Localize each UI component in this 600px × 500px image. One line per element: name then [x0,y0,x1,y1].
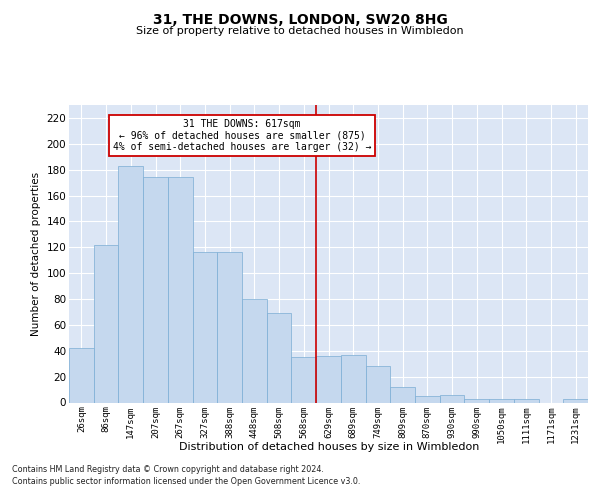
Bar [489,398,514,402]
Bar [316,356,341,403]
Y-axis label: Number of detached properties: Number of detached properties [31,172,41,336]
Bar [143,178,168,402]
Bar [365,366,390,402]
Bar [563,398,588,402]
Bar [217,252,242,402]
Text: 31 THE DOWNS: 617sqm
← 96% of detached houses are smaller (875)
4% of semi-detac: 31 THE DOWNS: 617sqm ← 96% of detached h… [113,119,371,152]
Bar [464,398,489,402]
Bar [168,178,193,402]
Bar [193,252,217,402]
Text: Size of property relative to detached houses in Wimbledon: Size of property relative to detached ho… [136,26,464,36]
Bar [292,357,316,403]
Bar [415,396,440,402]
Bar [69,348,94,403]
Text: Contains HM Land Registry data © Crown copyright and database right 2024.: Contains HM Land Registry data © Crown c… [12,466,324,474]
Bar [242,299,267,403]
Bar [267,313,292,402]
Bar [514,398,539,402]
Bar [94,244,118,402]
Bar [118,166,143,402]
Bar [390,387,415,402]
Text: 31, THE DOWNS, LONDON, SW20 8HG: 31, THE DOWNS, LONDON, SW20 8HG [152,12,448,26]
Text: Distribution of detached houses by size in Wimbledon: Distribution of detached houses by size … [179,442,479,452]
Bar [341,354,365,403]
Text: Contains public sector information licensed under the Open Government Licence v3: Contains public sector information licen… [12,477,361,486]
Bar [440,394,464,402]
